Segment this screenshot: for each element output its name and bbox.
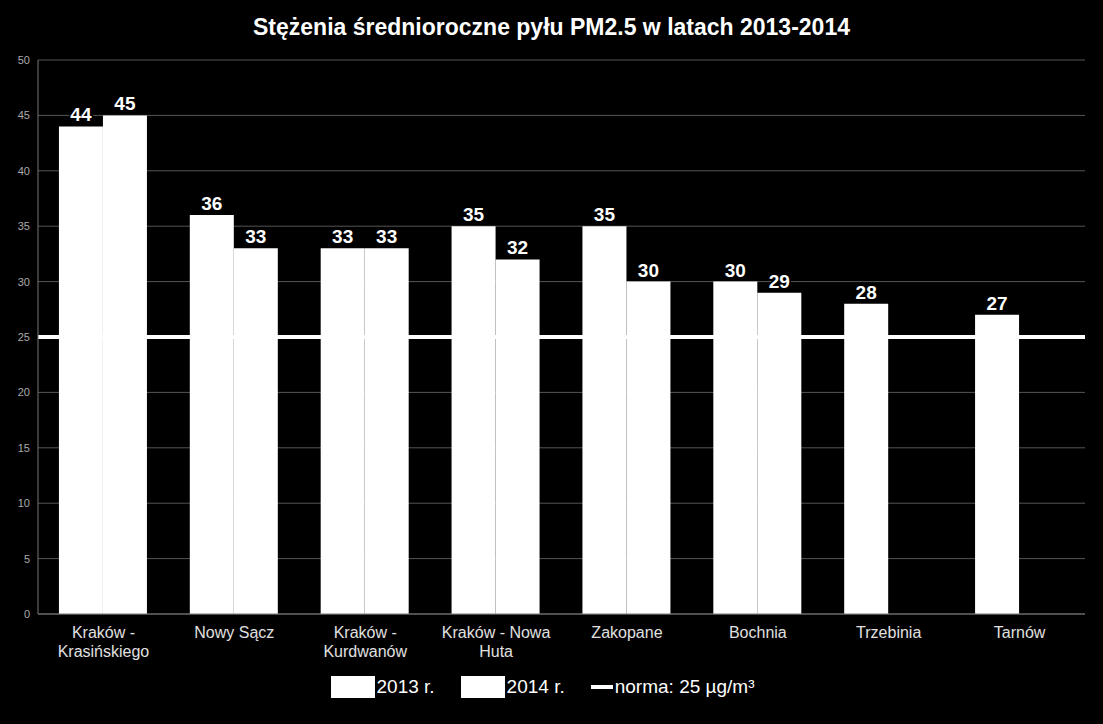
svg-text:30: 30 [725, 260, 746, 281]
svg-text:Tarnów: Tarnów [994, 624, 1046, 641]
svg-text:36: 36 [201, 193, 222, 214]
svg-text:Huta: Huta [479, 643, 513, 660]
svg-text:Kraków -: Kraków - [334, 624, 397, 641]
svg-text:Zakopane: Zakopane [591, 624, 662, 641]
svg-text:45: 45 [18, 109, 30, 121]
svg-text:15: 15 [18, 442, 30, 454]
svg-text:33: 33 [376, 226, 397, 247]
svg-text:27: 27 [986, 293, 1007, 314]
svg-text:Nowy Sącz: Nowy Sącz [194, 624, 274, 641]
svg-text:Kurdwanów: Kurdwanów [323, 643, 407, 660]
svg-text:35: 35 [18, 220, 30, 232]
svg-text:29: 29 [769, 271, 790, 292]
svg-text:Bochnia: Bochnia [729, 624, 787, 641]
svg-text:35: 35 [463, 204, 485, 225]
svg-text:32: 32 [507, 237, 528, 258]
svg-text:5: 5 [24, 553, 30, 565]
svg-text:30: 30 [638, 260, 659, 281]
svg-text:44: 44 [70, 104, 92, 125]
svg-text:Kraków -: Kraków - [72, 624, 135, 641]
svg-text:45: 45 [114, 93, 136, 114]
svg-text:50: 50 [18, 54, 30, 66]
svg-text:28: 28 [856, 282, 877, 303]
html-text:2014 r.: 2014 r. [506, 676, 565, 697]
svg-text:33: 33 [332, 226, 353, 247]
svg-text:20: 20 [18, 386, 30, 398]
svg-text:33: 33 [245, 226, 266, 247]
svg-text:10: 10 [18, 497, 30, 509]
svg-text:25: 25 [18, 331, 30, 343]
svg-text:35: 35 [594, 204, 616, 225]
svg-text:0: 0 [24, 608, 30, 620]
svg-text:30: 30 [18, 276, 30, 288]
svg-text:Kraków - Nowa: Kraków - Nowa [442, 624, 551, 641]
html-text:norma: 25 µg/m³: norma: 25 µg/m³ [614, 676, 755, 697]
svg-text:Krasińskiego: Krasińskiego [58, 643, 150, 660]
html-text:Stężenia średnioroczne pyłu PM: Stężenia średnioroczne pyłu PM2.5 w lata… [253, 14, 850, 40]
svg-text:Trzebinia: Trzebinia [856, 624, 921, 641]
svg-text:40: 40 [18, 165, 30, 177]
html-text:2013 r.: 2013 r. [376, 676, 435, 697]
